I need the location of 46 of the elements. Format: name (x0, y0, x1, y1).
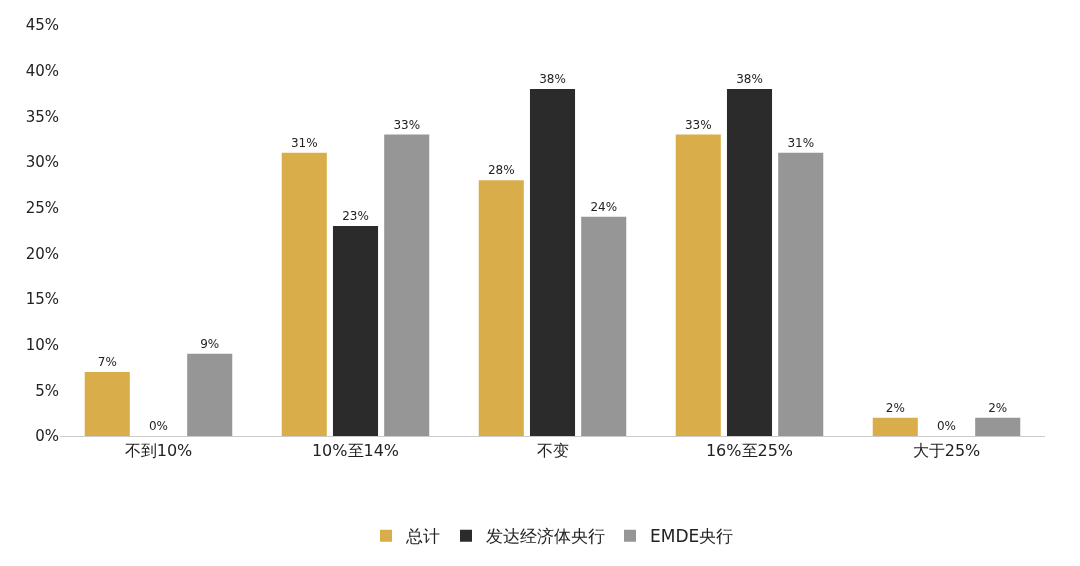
bar (726, 88, 773, 436)
legend-label: 总计 (405, 526, 440, 547)
bar (975, 417, 1021, 436)
bar (84, 372, 130, 436)
bar (675, 134, 721, 436)
x-tick-label: 不到10% (124, 441, 193, 461)
data-label: 38% (539, 71, 566, 86)
data-label: 9% (200, 336, 220, 351)
data-label: 23% (342, 208, 369, 223)
data-label: 31% (787, 135, 815, 150)
y-tick-label: 45% (25, 16, 59, 35)
data-label: 2% (885, 400, 905, 415)
data-label: 7% (97, 355, 117, 370)
legend-label: 发达经济体央行 (486, 526, 605, 547)
bar (581, 216, 627, 436)
bar (281, 152, 327, 436)
bar (187, 353, 233, 436)
bar (332, 225, 379, 436)
bar (529, 88, 576, 436)
data-label: 0% (148, 419, 169, 433)
data-label: 38% (736, 71, 763, 86)
y-tick-label: 0% (35, 427, 59, 446)
data-label: 0% (936, 419, 957, 433)
bar (778, 152, 824, 436)
data-label: 2% (988, 400, 1008, 415)
data-label: 24% (590, 199, 618, 214)
data-label: 31% (290, 135, 318, 150)
data-label: 28% (487, 163, 515, 178)
bar (872, 417, 918, 436)
data-label: 33% (684, 117, 712, 132)
bar (384, 134, 430, 436)
x-tick-label: 大于25% (912, 441, 981, 461)
y-tick-label: 40% (25, 61, 59, 80)
y-tick-label: 10% (25, 335, 59, 354)
x-tick-label: 不变 (536, 441, 569, 461)
data-label: 33% (393, 117, 421, 132)
y-tick-label: 20% (25, 244, 59, 263)
y-tick-label: 35% (25, 107, 59, 126)
x-tick-label: 10%至14% (311, 441, 400, 461)
x-tick-label: 16%至25% (705, 441, 794, 461)
y-tick-label: 5% (35, 381, 59, 400)
y-tick-label: 25% (25, 198, 59, 217)
y-tick-label: 15% (25, 290, 59, 309)
y-tick-label: 30% (25, 153, 59, 172)
legend-label: EMDE央行 (650, 526, 734, 547)
bar (478, 180, 524, 436)
